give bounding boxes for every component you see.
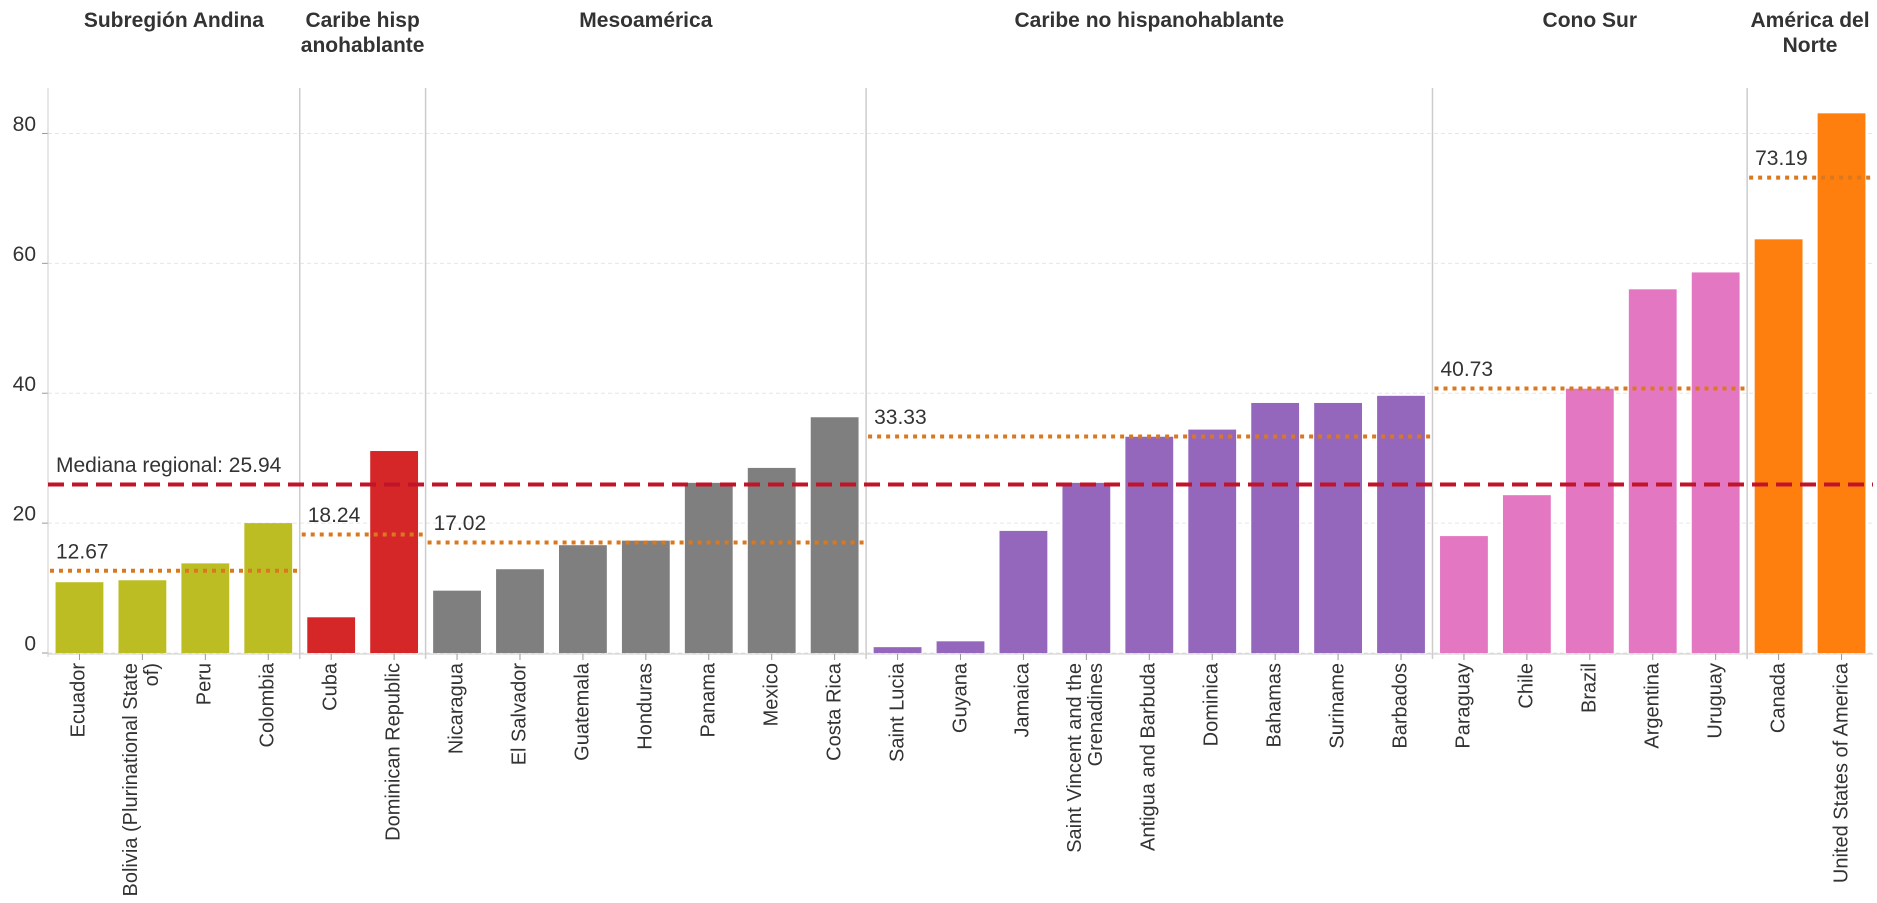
y-tick-label: 60 <box>13 243 36 266</box>
x-tick-label: Colombia <box>256 663 279 748</box>
y-tick-label: 40 <box>13 373 36 396</box>
bar <box>1314 402 1362 653</box>
bar <box>244 523 293 653</box>
bar <box>621 540 670 653</box>
x-tick-label: Barbados <box>1389 663 1412 749</box>
x-tick-label: Mexico <box>760 663 783 727</box>
x-tick-label: Brazil <box>1578 663 1601 714</box>
bar <box>1817 113 1866 654</box>
group-median-label: 12.67 <box>56 540 109 563</box>
x-tick-label: Uruguay <box>1704 663 1727 739</box>
y-tick-label: 0 <box>24 633 36 656</box>
bar <box>1062 482 1111 653</box>
bar <box>684 482 733 653</box>
group-title: Caribe no hispanohablante <box>1014 9 1285 32</box>
x-tick-label: Jamaica <box>1011 663 1034 738</box>
bar <box>999 530 1048 653</box>
x-tick-label: Dominica <box>1200 663 1223 747</box>
group-title: Subregión Andina <box>83 9 264 32</box>
group-median-label: 40.73 <box>1440 358 1493 381</box>
x-tick-label: Panama <box>697 663 720 738</box>
group-median-label: 33.33 <box>874 406 927 429</box>
x-tick-label: Canada <box>1767 663 1790 734</box>
x-tick-label: Antigua and Barbuda <box>1137 663 1160 851</box>
bar <box>1251 402 1300 653</box>
x-tick-label: Peru <box>193 663 216 706</box>
x-tick-label: Bolivia (Plurinational State of) <box>120 663 164 897</box>
bar <box>559 545 607 653</box>
x-tick-label: Honduras <box>634 663 657 750</box>
group-median-label: 18.24 <box>308 504 361 527</box>
x-tick-label: Guatemala <box>571 663 594 761</box>
group-title: Mesoamérica <box>579 9 713 32</box>
x-tick-label: Paraguay <box>1452 663 1475 749</box>
x-tick-label: Argentina <box>1641 663 1664 749</box>
bar <box>936 641 985 653</box>
group-title: Cono Sur <box>1542 9 1638 32</box>
group-title: Caribe hisp anohablante <box>300 9 425 57</box>
bar <box>810 417 859 653</box>
bar <box>307 617 356 653</box>
bar <box>370 451 419 653</box>
bar <box>747 467 796 653</box>
y-tick-label: 80 <box>13 113 36 136</box>
bar <box>873 647 922 653</box>
group-median-label: 17.02 <box>434 512 487 535</box>
x-tick-label: Suriname <box>1326 663 1349 749</box>
x-tick-label: Saint Lucia <box>886 663 909 762</box>
x-tick-label: Chile <box>1515 663 1538 709</box>
bar <box>1565 388 1614 653</box>
x-tick-label: Cuba <box>319 663 342 711</box>
bar <box>496 569 544 653</box>
bar <box>55 582 104 653</box>
bar <box>1691 272 1740 653</box>
bar <box>1628 289 1677 653</box>
x-tick-label: Bahamas <box>1263 663 1286 748</box>
bar <box>1125 436 1174 653</box>
bar <box>1440 536 1488 653</box>
bar <box>181 563 230 653</box>
x-tick-label: United States of America <box>1830 663 1853 884</box>
group-title: América del Norte <box>1750 9 1870 57</box>
x-tick-label: Dominican Republic <box>382 663 405 841</box>
bar <box>433 590 481 653</box>
x-tick-label: Nicaragua <box>445 663 468 755</box>
bar <box>1188 429 1237 653</box>
bar <box>118 580 167 653</box>
x-tick-label: Saint Vincent and the Grenadines <box>1064 663 1108 853</box>
bar <box>1754 239 1803 653</box>
bar <box>1502 495 1551 653</box>
y-tick-label: 20 <box>13 503 36 526</box>
x-tick-label: El Salvador <box>508 663 531 766</box>
bar <box>1377 395 1425 653</box>
group-median-label: 73.19 <box>1755 147 1808 170</box>
x-tick-label: Ecuador <box>67 663 90 738</box>
reference-label: Mediana regional: 25.94 <box>56 454 282 477</box>
x-tick-label: Costa Rica <box>823 663 846 761</box>
x-tick-label: Guyana <box>949 663 971 734</box>
